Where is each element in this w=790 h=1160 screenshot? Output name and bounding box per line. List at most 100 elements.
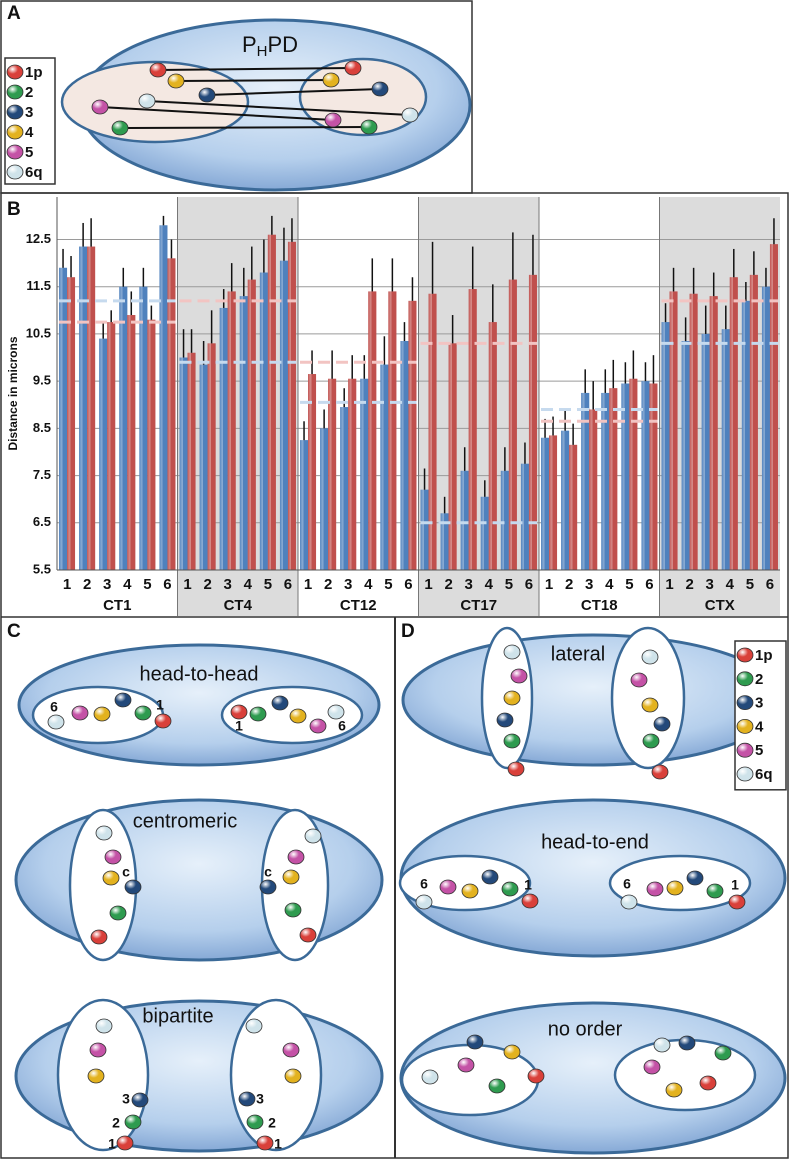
bar-highlight (259, 272, 268, 570)
bar-highlight (721, 329, 730, 570)
legend-label: 4 (755, 718, 764, 735)
bar-highlight (549, 435, 558, 570)
legend-label: 3 (755, 695, 763, 712)
diagram-title: PHPD (242, 32, 298, 60)
x-tick-label: 6 (645, 576, 653, 593)
chromosome-ball (642, 733, 660, 749)
chromosome-ball (111, 120, 129, 136)
bar-highlight (520, 463, 529, 570)
bar-highlight (247, 279, 256, 570)
connector (119, 126, 370, 129)
chromosome-ball (510, 668, 528, 684)
bar-highlight (227, 291, 236, 570)
legend-label: 1p (25, 64, 43, 81)
x-tick-label: 6 (766, 576, 774, 593)
legend-label: 2 (25, 84, 33, 101)
diagram-title: head-to-head (140, 663, 259, 685)
diagram-title: no order (548, 1018, 623, 1040)
x-tick-label: 2 (685, 576, 693, 593)
bar-highlight (139, 286, 148, 570)
ball-label: 1 (524, 877, 532, 893)
ball-label: 1 (156, 697, 164, 713)
x-tick-label: 4 (485, 576, 494, 593)
bar-highlight (380, 364, 389, 570)
chromosome-ball (309, 718, 327, 734)
chromosome-ball (284, 1068, 302, 1084)
group-label: CT4 (224, 597, 253, 614)
chromosome-ball (6, 124, 24, 140)
chromosome-ball (6, 64, 24, 80)
chromosome-ball (503, 690, 521, 706)
x-tick-label: 3 (224, 576, 232, 593)
y-tick-label: 11.5 (26, 278, 51, 293)
chromosome-ball (327, 704, 345, 720)
chromosome-ball (736, 671, 754, 687)
x-tick-label: 5 (143, 576, 151, 593)
bar-highlight (287, 241, 296, 570)
chromosome-ball (651, 764, 669, 780)
chromosome-ball (457, 1057, 475, 1073)
chromosome-ball (736, 719, 754, 734)
bar-highlight (279, 260, 288, 570)
bar-highlight (681, 341, 690, 570)
group-shade (418, 197, 539, 616)
group-label: CT18 (581, 597, 618, 614)
chromosome-ball (643, 1059, 661, 1075)
chromosome-ball (521, 893, 539, 909)
bar-highlight (179, 357, 188, 570)
chromosome-ball (124, 1114, 142, 1130)
panel-label: A (7, 3, 21, 24)
legend-label: 3 (25, 104, 33, 121)
x-tick-label: 1 (304, 576, 312, 593)
bar-highlight (669, 291, 678, 570)
chromosome-ball (6, 164, 24, 180)
chromosome-ball (299, 927, 317, 943)
chromosome-ball (47, 714, 65, 730)
group-shade (659, 197, 780, 616)
x-tick-label: 4 (364, 576, 373, 593)
bar-highlight (99, 338, 108, 570)
chromosome-ball (104, 849, 122, 865)
bar-highlight (601, 392, 610, 570)
chromosome-ball (282, 869, 300, 885)
bar-highlight (348, 378, 357, 570)
y-tick-label: 8.5 (33, 420, 51, 435)
group-label: CT1 (103, 597, 131, 614)
bar-highlight (300, 440, 309, 570)
chromosome-ball (90, 929, 108, 945)
bar-highlight (741, 300, 750, 570)
y-tick-label: 10.5 (26, 325, 51, 340)
ball-label: c (264, 864, 272, 880)
chromosome-ball (641, 697, 659, 713)
chromosome-ball (488, 1078, 506, 1094)
chromosome-ball (6, 84, 24, 100)
bar-highlight (701, 333, 710, 570)
chromosome-ball (6, 144, 24, 160)
bar-highlight (400, 341, 409, 570)
chromosome-ball (641, 649, 659, 665)
bar-highlight (609, 388, 618, 570)
x-tick-label: 6 (163, 576, 171, 593)
bar-highlight (541, 437, 550, 570)
legend-label: 1p (755, 647, 773, 664)
x-tick-label: 2 (565, 576, 573, 593)
x-tick-label: 5 (264, 576, 272, 593)
diagram-title: head-to-end (541, 831, 649, 853)
chromosome-ball (198, 87, 216, 103)
bar-highlight (67, 277, 76, 570)
chromosome-ball (245, 1018, 263, 1034)
chromosome-ball (282, 1042, 300, 1058)
bar-highlight (388, 291, 397, 570)
bar-highlight (368, 291, 377, 570)
chromosome-ball (481, 869, 499, 885)
bar-highlight (199, 364, 208, 570)
chromosome-ball (95, 825, 113, 841)
chromosome-ball (134, 705, 152, 721)
bar-highlight (589, 409, 598, 570)
legend-label: 5 (25, 144, 33, 161)
chromosome-ball (503, 1044, 521, 1060)
bar-highlight (581, 392, 590, 570)
bar-highlight (561, 430, 570, 570)
chromosome-ball (736, 647, 754, 663)
